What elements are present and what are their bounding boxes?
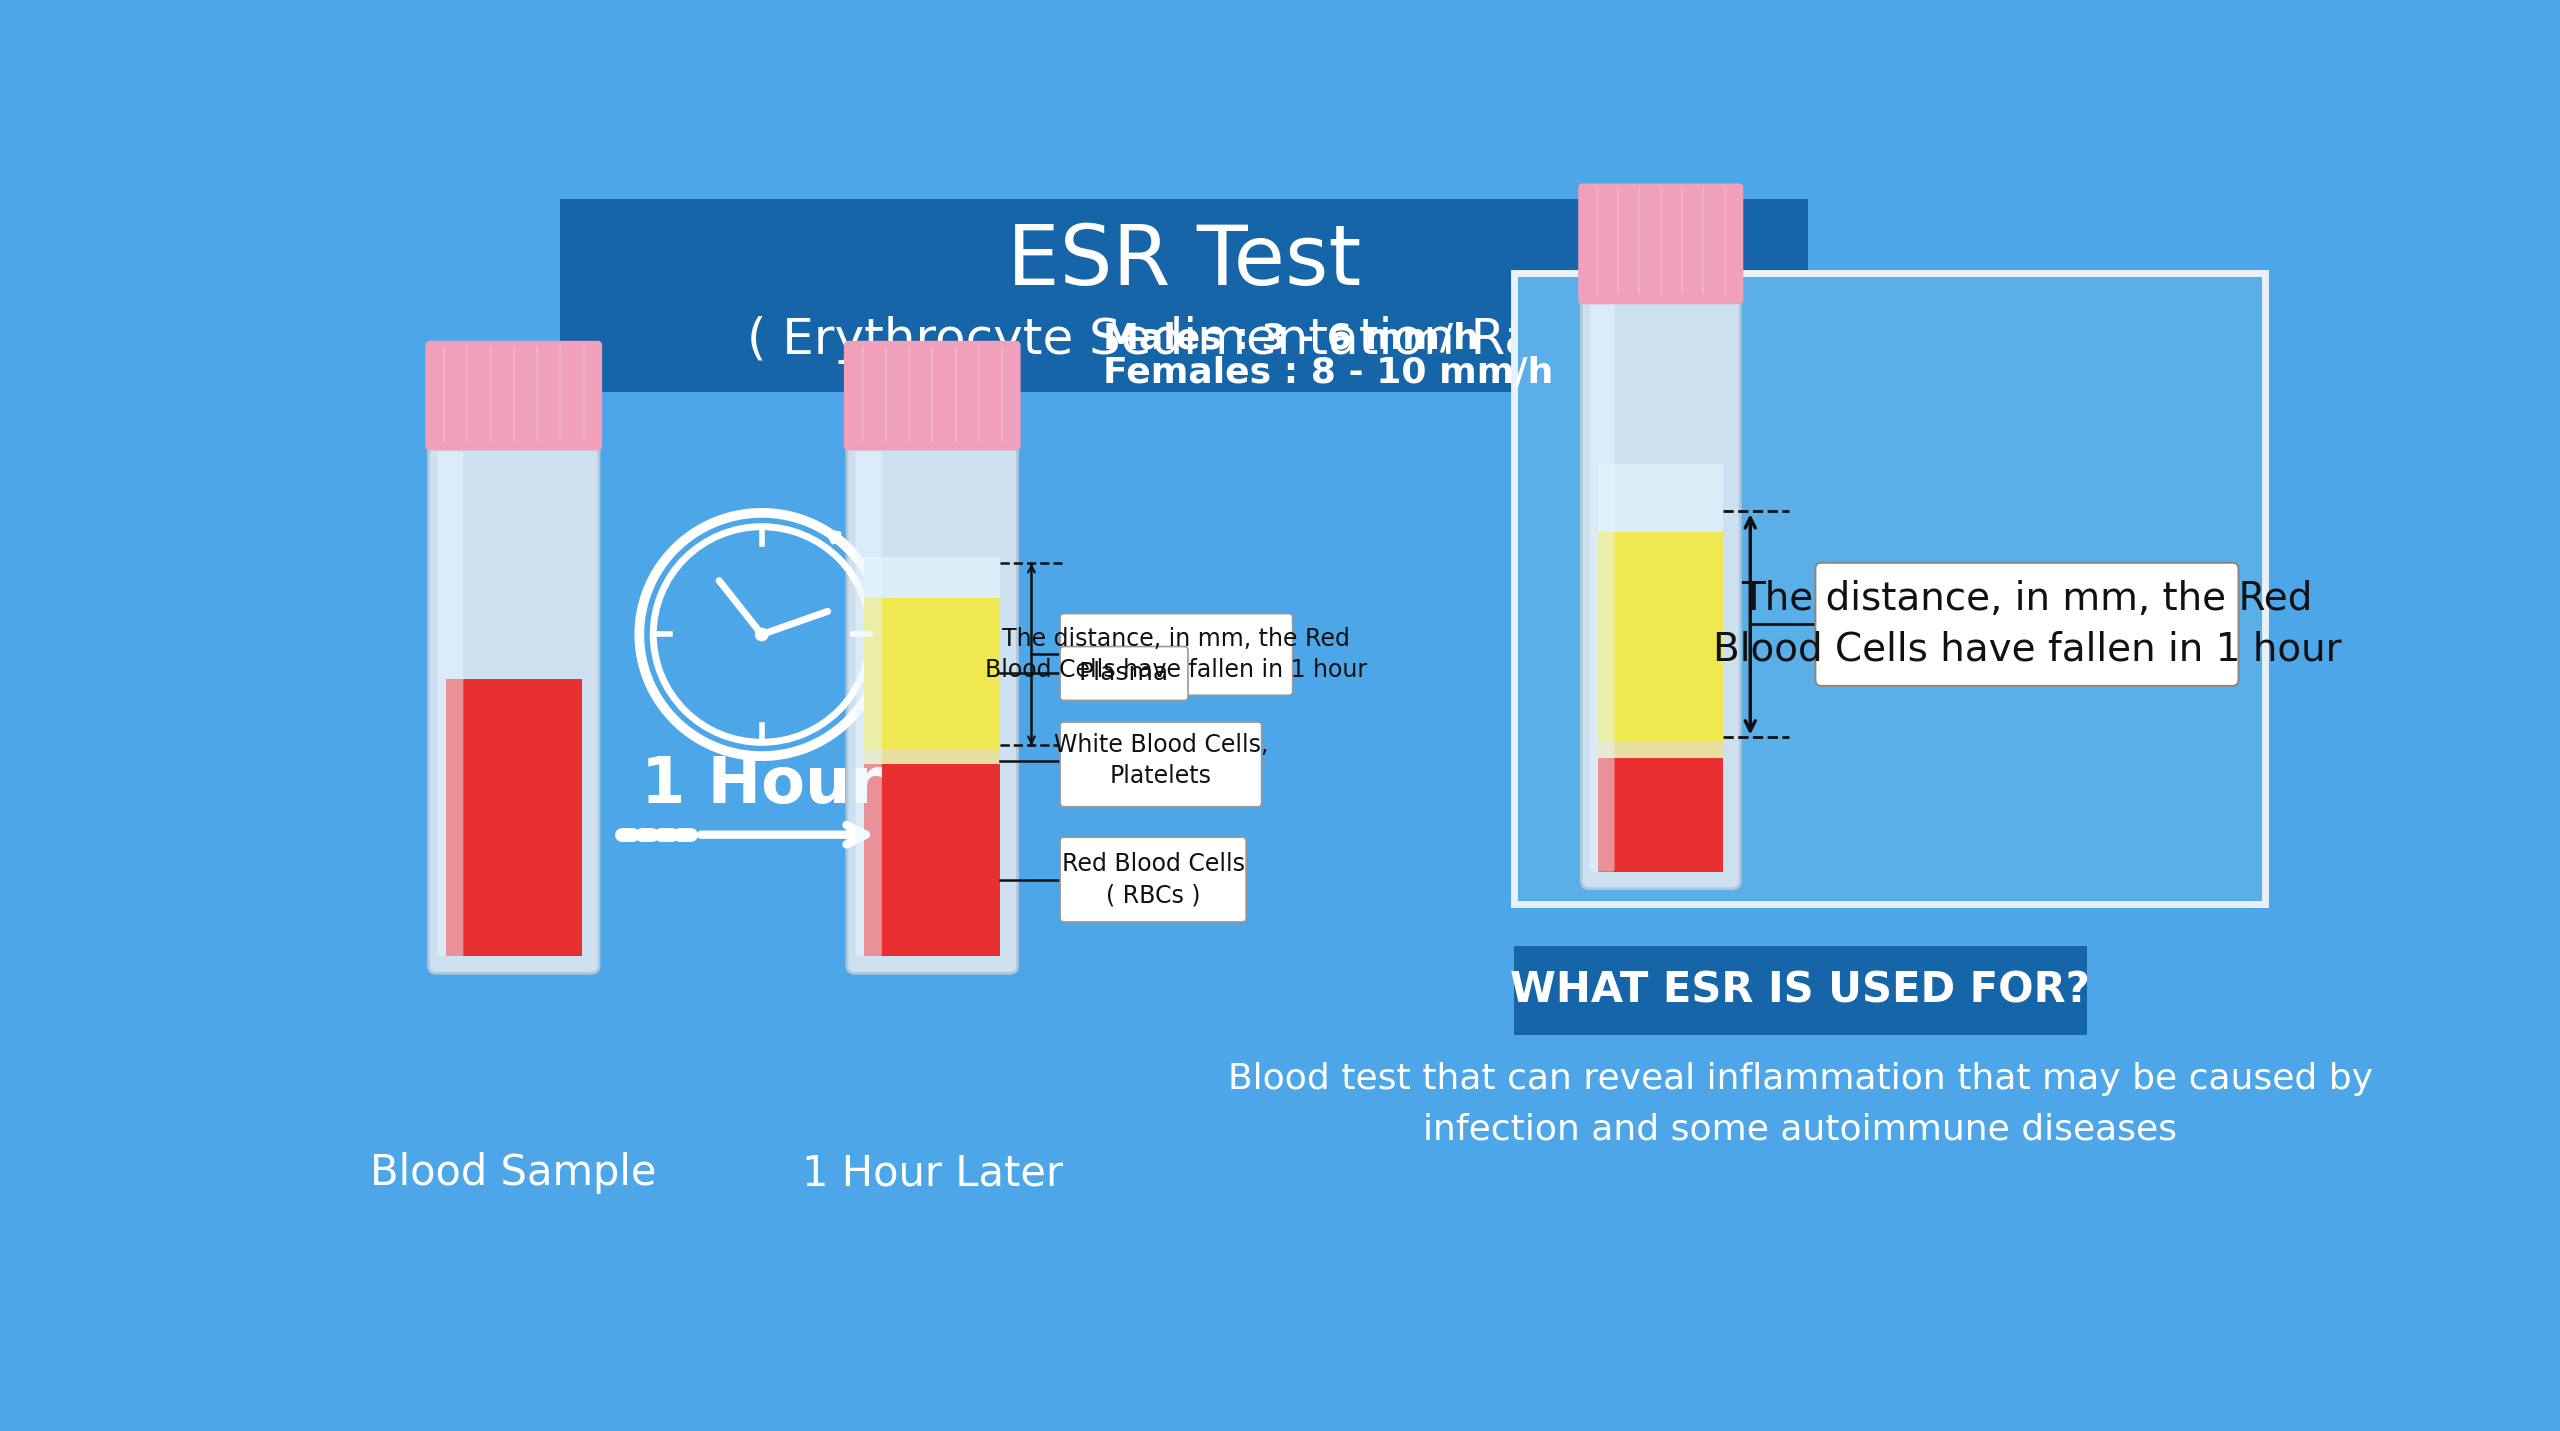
FancyBboxPatch shape	[847, 434, 1016, 973]
FancyBboxPatch shape	[1815, 562, 2237, 685]
Text: Blood Sample: Blood Sample	[371, 1152, 658, 1195]
Bar	[1597, 758, 1723, 871]
Text: White Blood Cells,
Platelets: White Blood Cells, Platelets	[1055, 733, 1267, 788]
Text: WHAT ESR IS USED FOR?: WHAT ESR IS USED FOR?	[1510, 970, 2089, 1012]
FancyBboxPatch shape	[1513, 946, 2086, 1035]
Bar	[1597, 532, 1723, 741]
FancyBboxPatch shape	[1582, 288, 1741, 889]
Bar	[865, 598, 1001, 750]
FancyBboxPatch shape	[1060, 837, 1247, 922]
Text: Females : 8 - 10 mm/h: Females : 8 - 10 mm/h	[1103, 356, 1554, 389]
Text: The distance, in mm, the Red
Blood Cells have fallen in 1 hour: The distance, in mm, the Red Blood Cells…	[986, 627, 1367, 683]
FancyBboxPatch shape	[1060, 647, 1188, 700]
Bar	[445, 678, 581, 956]
Text: Red Blood Cells
( RBCs ): Red Blood Cells ( RBCs )	[1062, 851, 1244, 907]
FancyBboxPatch shape	[1060, 614, 1293, 695]
Text: 1 Hour Later: 1 Hour Later	[801, 1152, 1062, 1195]
Text: Plasma: Plasma	[1078, 661, 1170, 685]
FancyBboxPatch shape	[1060, 723, 1262, 807]
Text: 1 Hour: 1 Hour	[640, 754, 883, 816]
Text: Males : 3 - 6 mm/h: Males : 3 - 6 mm/h	[1103, 321, 1480, 355]
Text: ESR Test: ESR Test	[1006, 220, 1362, 302]
FancyBboxPatch shape	[1577, 183, 1743, 305]
FancyBboxPatch shape	[1513, 272, 2266, 904]
Bar	[865, 557, 1001, 598]
Circle shape	[755, 628, 768, 641]
Bar	[865, 764, 1001, 956]
FancyBboxPatch shape	[1590, 305, 1615, 871]
FancyBboxPatch shape	[438, 451, 463, 956]
FancyBboxPatch shape	[425, 341, 602, 451]
Text: Blood test that can reveal inflammation that may be caused by
infection and some: Blood test that can reveal inflammation …	[1229, 1062, 2373, 1146]
FancyBboxPatch shape	[428, 434, 599, 973]
FancyBboxPatch shape	[845, 341, 1021, 451]
Text: ( Erythrocyte Sedimentation Rate ): ( Erythrocyte Sedimentation Rate )	[748, 316, 1620, 363]
Bar	[1597, 741, 1723, 758]
FancyBboxPatch shape	[855, 451, 881, 956]
FancyBboxPatch shape	[561, 199, 1807, 392]
Bar	[1597, 464, 1723, 532]
Bar	[865, 750, 1001, 764]
Text: The distance, in mm, the Red
Blood Cells have fallen in 1 hour: The distance, in mm, the Red Blood Cells…	[1713, 581, 2342, 668]
